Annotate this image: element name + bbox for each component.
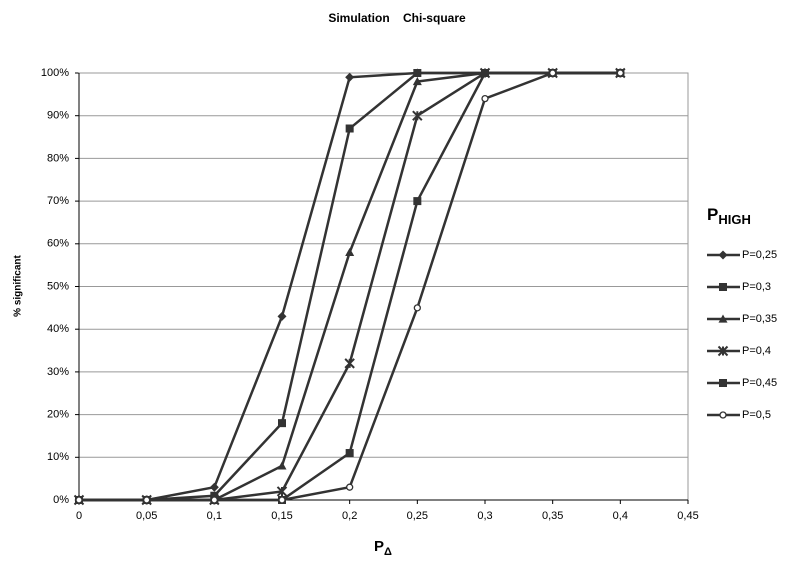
data-point [345, 72, 355, 82]
legend-label: P=0,25 [742, 249, 777, 261]
data-point [412, 110, 423, 121]
data-point [346, 483, 354, 491]
x-tick-label: 0,4 [613, 510, 628, 522]
data-point [616, 69, 624, 77]
x-tick-label: 0,3 [477, 510, 492, 522]
data-point [210, 496, 218, 504]
data-point [413, 197, 422, 206]
legend-label: P=0,3 [742, 281, 771, 293]
x-tick-label: 0,25 [407, 510, 428, 522]
legend-marker [718, 250, 728, 260]
y-tick-label: 10% [47, 451, 69, 463]
y-tick-label: 60% [47, 238, 69, 250]
y-tick-label: 40% [47, 323, 69, 335]
data-point [277, 311, 287, 321]
y-tick-label: 70% [47, 195, 69, 207]
data-point [345, 449, 354, 458]
data-point [413, 69, 422, 77]
x-tick-label: 0 [76, 510, 82, 522]
legend-title-sub: HIGH [718, 212, 751, 227]
legend-marker [717, 345, 729, 357]
data-point [276, 486, 288, 497]
x-label-main: P [374, 538, 384, 555]
x-tick-label: 0,2 [342, 510, 357, 522]
legend-title-main: P [707, 205, 718, 224]
y-tick-label: 80% [47, 152, 69, 164]
legend-title: PHIGH [707, 205, 751, 227]
y-tick-label: 0% [53, 494, 69, 506]
data-point [209, 482, 219, 492]
data-point [481, 69, 489, 77]
y-tick-label: 90% [47, 110, 69, 122]
legend-marker [719, 283, 727, 291]
x-tick-label: 0,45 [677, 510, 698, 522]
data-point [278, 419, 286, 428]
data-point [75, 496, 83, 504]
x-axis-label: PΔ [374, 538, 392, 558]
legend-label: P=0,35 [742, 313, 777, 325]
legend-marker [718, 314, 728, 323]
y-tick-label: 100% [41, 67, 69, 79]
y-tick-label: 20% [47, 409, 69, 421]
data-point [549, 69, 557, 77]
data-point [345, 124, 354, 133]
y-tick-label: 30% [47, 366, 69, 378]
legend-label: P=0,4 [742, 345, 771, 357]
y-axis-label: % significant [13, 254, 24, 316]
y-tick-label: 50% [47, 280, 69, 292]
data-point [344, 358, 355, 369]
data-point [345, 247, 355, 256]
data-point [278, 496, 286, 504]
x-tick-label: 0,05 [136, 510, 157, 522]
x-tick-label: 0,15 [271, 510, 292, 522]
legend-marker [719, 379, 727, 387]
chart-title: Simulation Chi-square [328, 11, 466, 25]
data-point [412, 77, 422, 86]
data-point [481, 94, 489, 103]
data-point [143, 496, 151, 504]
x-tick-label: 0,35 [542, 510, 563, 522]
x-tick-label: 0,1 [207, 510, 222, 522]
legend-marker [719, 411, 727, 419]
data-point [413, 304, 421, 312]
legend-label: P=0,5 [742, 409, 771, 421]
legend-label: P=0,45 [742, 377, 777, 389]
x-label-sub: Δ [384, 546, 392, 558]
data-point [277, 461, 287, 470]
